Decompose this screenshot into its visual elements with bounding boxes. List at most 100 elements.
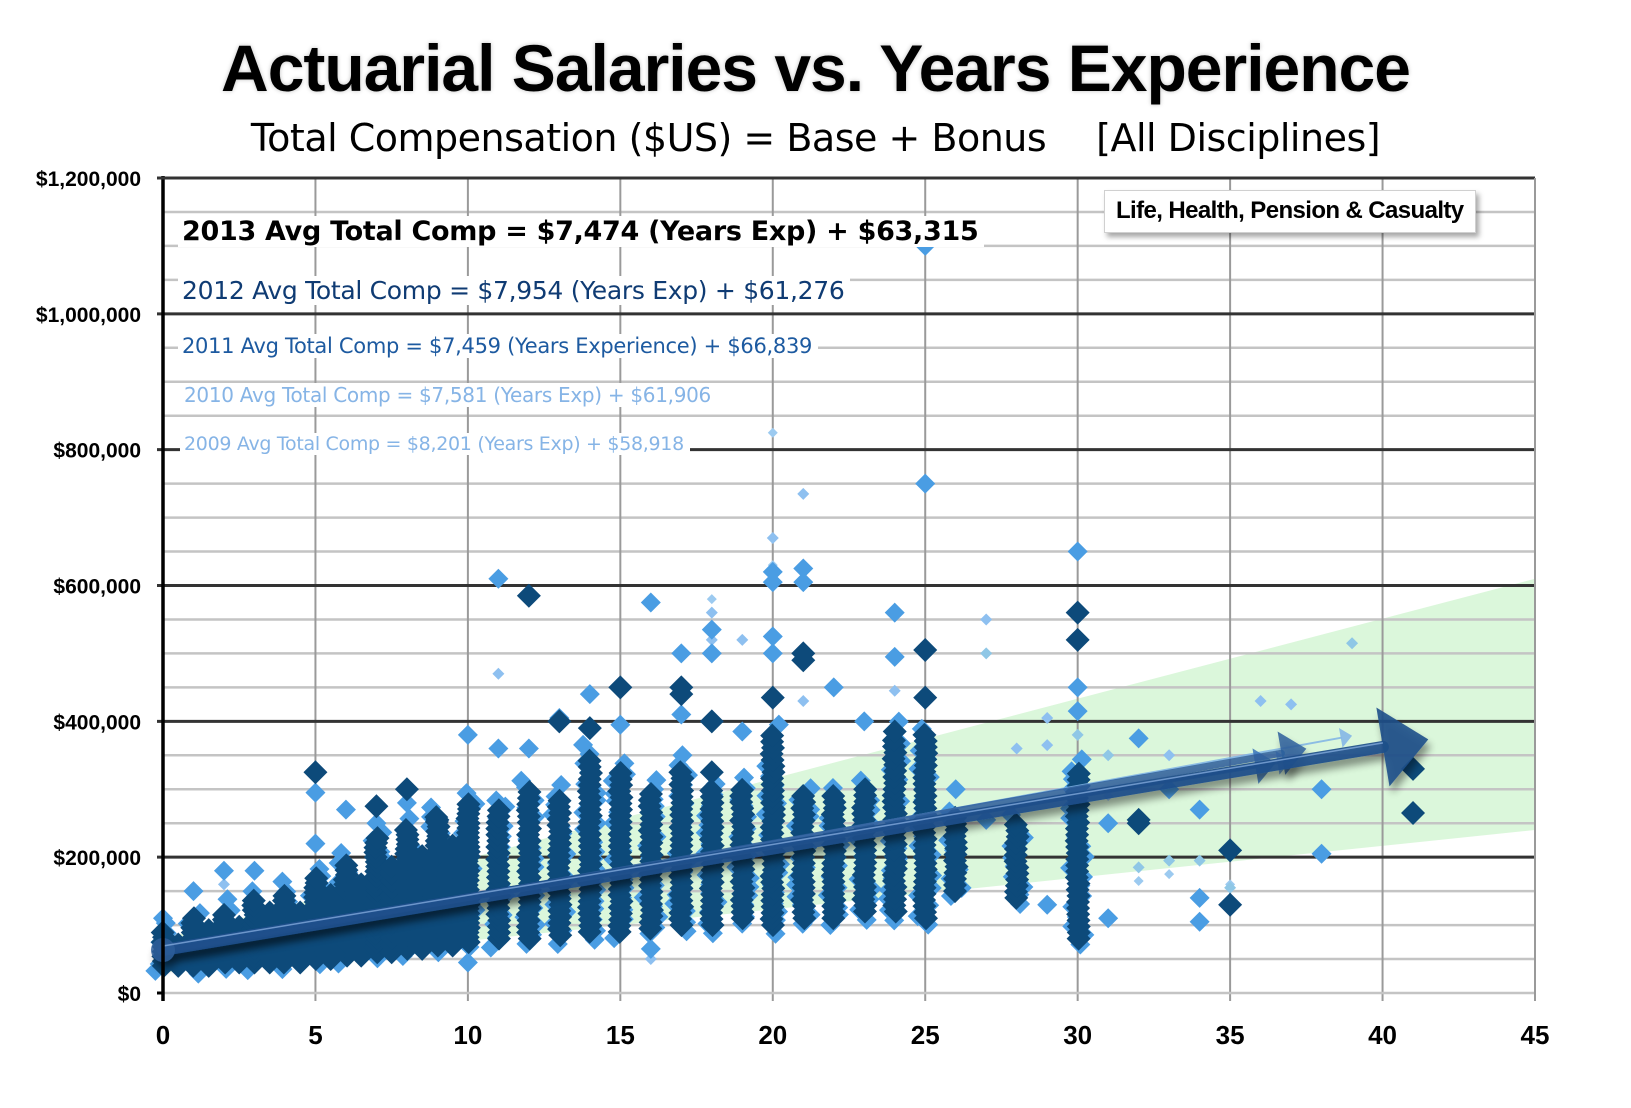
data-point-2013 xyxy=(334,853,359,878)
data-point-2012 xyxy=(671,704,692,725)
data-point-2012 xyxy=(305,833,326,854)
data-point-2011 xyxy=(766,531,779,544)
x-tick-label: 40 xyxy=(1368,1020,1397,1050)
data-point-2011 xyxy=(217,878,230,891)
data-point-2013 xyxy=(517,779,542,804)
x-tick-label: 45 xyxy=(1521,1020,1550,1050)
trendlines xyxy=(151,707,1429,962)
axes: $0 $200,000 $400,000 $600,000 $800,000 $1,000… xyxy=(36,168,1550,1050)
data-point-2013 xyxy=(365,826,390,851)
data-point-2012 xyxy=(1311,779,1332,800)
data-point-2013 xyxy=(303,760,328,785)
data-point-2012 xyxy=(945,779,966,800)
data-point-2012 xyxy=(640,938,661,959)
data-point-2012 xyxy=(854,711,875,732)
data-point-2011 xyxy=(797,487,810,500)
data-point-2012 xyxy=(1067,541,1088,562)
data-point-2009 xyxy=(767,427,778,438)
data-point-2010 xyxy=(1071,728,1084,741)
y-tick-label: $200,000 xyxy=(53,847,141,870)
data-point-2013 xyxy=(760,723,785,748)
data-point-2009 xyxy=(706,594,717,605)
data-point-2013 xyxy=(668,760,693,785)
trendline-arrowhead-2013 xyxy=(1376,707,1429,787)
data-point-2013 xyxy=(730,777,755,802)
data-point-2012 xyxy=(1067,677,1088,698)
data-point-2011 xyxy=(736,633,749,646)
data-point-2012 xyxy=(884,602,905,623)
data-point-2012 xyxy=(366,813,387,834)
data-point-2013 xyxy=(304,866,329,891)
data-point-2010 xyxy=(980,647,993,660)
x-tick-label: 35 xyxy=(1216,1020,1245,1050)
x-tick-label: 15 xyxy=(606,1020,635,1050)
data-point-2010 xyxy=(1193,854,1206,867)
data-point-2013 xyxy=(913,685,938,710)
data-point-2013 xyxy=(577,716,602,741)
data-point-2013 xyxy=(1065,627,1090,652)
trend-equation-2009: 2009 Avg Total Comp = $8,201 (Years Exp)… xyxy=(180,433,690,455)
data-point-2012 xyxy=(488,568,509,589)
data-point-2012 xyxy=(793,558,814,579)
data-point-2011 xyxy=(492,667,505,680)
data-point-2012 xyxy=(518,738,539,759)
data-point-2013 xyxy=(912,722,937,747)
subtitle-scope: [All Disciplines] xyxy=(1096,116,1381,160)
data-point-2009 xyxy=(1164,869,1175,880)
data-point-2012 xyxy=(1098,813,1119,834)
data-point-2012 xyxy=(762,561,783,582)
data-point-2013 xyxy=(669,682,694,707)
data-point-2011 xyxy=(1041,711,1054,724)
data-point-2012 xyxy=(335,799,356,820)
trend-equation-2013: 2013 Avg Total Comp = $7,474 (Years Exp)… xyxy=(178,216,985,247)
data-point-2010 xyxy=(1102,749,1115,762)
data-point-2011 xyxy=(797,694,810,707)
data-point-2013 xyxy=(1126,811,1151,836)
data-point-2011 xyxy=(888,684,901,697)
data-point-2013 xyxy=(1003,812,1028,837)
data-point-2013 xyxy=(456,792,481,817)
data-point-2012 xyxy=(1189,887,1210,908)
trend-equation-2012: 2012 Avg Total Comp = $7,954 (Years Exp)… xyxy=(178,276,851,305)
x-tick-label: 0 xyxy=(156,1020,170,1050)
x-tick-label: 30 xyxy=(1063,1020,1092,1050)
trendline-shaft-2013 xyxy=(157,740,1389,956)
y-tick-label: $1,200,000 xyxy=(36,168,141,191)
data-point-2012 xyxy=(701,619,722,640)
data-point-2010 xyxy=(1132,861,1145,874)
data-point-2013 xyxy=(699,760,724,785)
data-point-2011 xyxy=(705,606,718,619)
discipline-label-box: Life, Health, Pension & Casualty xyxy=(1104,190,1476,233)
data-point-2012 xyxy=(244,860,265,881)
data-point-2012 xyxy=(1189,799,1210,820)
data-point-2009 xyxy=(1133,875,1144,886)
data-point-2013 xyxy=(212,902,237,927)
data-point-2013 xyxy=(425,807,450,832)
data-point-2012 xyxy=(732,721,753,742)
data-point-2013 xyxy=(486,798,511,823)
data-point-2012 xyxy=(762,572,783,593)
data-point-2010 xyxy=(1346,637,1359,650)
data-point-2013 xyxy=(272,883,297,908)
data-point-2013 xyxy=(1065,600,1090,625)
data-point-2012 xyxy=(305,782,326,803)
data-point-2011 xyxy=(1010,742,1023,755)
data-point-2013 xyxy=(516,583,541,608)
x-tick-label: 5 xyxy=(308,1020,322,1050)
data-point-2011 xyxy=(705,633,718,646)
data-point-2012 xyxy=(457,724,478,745)
data-point-2011 xyxy=(644,953,657,966)
subtitle-formula: Total Compensation ($US) = Base + Bonus xyxy=(250,116,1047,160)
data-point-2013 xyxy=(699,778,724,803)
data-point-2013 xyxy=(364,794,389,819)
data-point-2012 xyxy=(457,952,478,973)
y-tick-label: $0 xyxy=(118,983,141,1006)
x-tick-label: 25 xyxy=(911,1020,940,1050)
data-point-2013 xyxy=(181,906,206,931)
data-point-2012 xyxy=(396,792,417,813)
data-point-2012 xyxy=(672,745,693,766)
data-point-2010 xyxy=(1163,854,1176,867)
data-point-2012 xyxy=(573,734,594,755)
chart-title: Actuarial Salaries vs. Years Experience xyxy=(221,31,1411,105)
